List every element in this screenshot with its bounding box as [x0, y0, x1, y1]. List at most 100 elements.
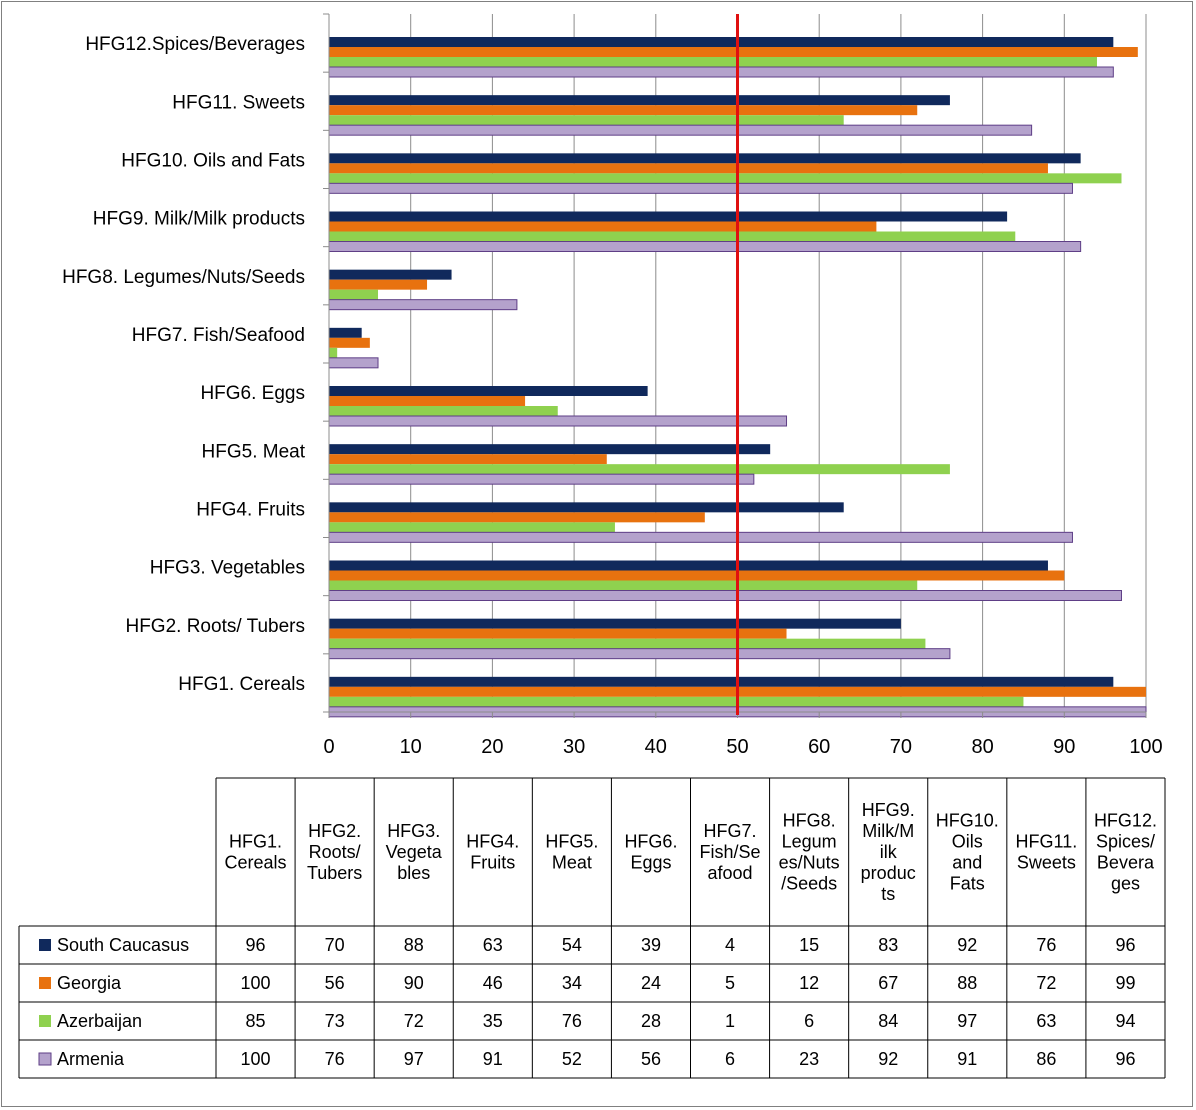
bar-south-caucasus: [329, 560, 1048, 571]
legend-label: Georgia: [57, 973, 122, 993]
table-cell: 15: [799, 935, 819, 955]
legend-label: Azerbaijan: [57, 1011, 142, 1031]
table-cell: 76: [562, 1011, 582, 1031]
bar-armenia: [328, 648, 951, 660]
category-label: HFG7. Fish/Seafood: [132, 325, 305, 346]
bar-azerbaijan: [329, 638, 926, 649]
table-cell: 39: [641, 935, 661, 955]
bar-azerbaijan: [329, 406, 558, 416]
bar-south-caucasus: [329, 327, 362, 338]
bar-south-caucasus: [329, 95, 950, 106]
bar-armenia: [328, 531, 1073, 543]
table-header-text: Fats: [950, 874, 985, 894]
x-tick-label: 40: [645, 736, 667, 758]
table-cell: 90: [404, 973, 424, 993]
table-cell: 70: [325, 935, 345, 955]
bar-georgia: [329, 105, 918, 116]
table-header-text: Vegeta: [386, 842, 443, 862]
table-cell: 88: [957, 973, 977, 993]
bar-armenia: [328, 590, 1122, 601]
category-label: HFG1. Cereals: [178, 674, 305, 695]
legend-swatch: [39, 939, 51, 951]
x-tick-label: 100: [1129, 736, 1162, 758]
bar-south-caucasus: [329, 502, 844, 513]
table-header-text: Roots/: [309, 842, 361, 862]
table-header-text: HFG5.: [545, 832, 598, 852]
table-header-text: afood: [708, 863, 753, 883]
x-tick-label: 80: [971, 736, 993, 758]
x-tick-labels: 0 10 20 30 40 50 60 70 80 90 100: [323, 736, 1162, 758]
table-cell: 63: [1036, 1011, 1056, 1031]
bar-azerbaijan: [329, 696, 1024, 707]
bar-georgia: [329, 163, 1048, 174]
table-header-text: HFG12.: [1094, 811, 1157, 831]
bar-azerbaijan: [329, 231, 1016, 242]
category-labels: HFG1. Cereals HFG2. Roots/ Tubers HFG3. Ve…: [62, 34, 306, 695]
category-label: HFG5. Meat: [202, 441, 306, 462]
table-cell: 76: [1036, 935, 1056, 955]
table-header-text: HFG3.: [387, 821, 440, 841]
legend-swatch: [39, 1015, 51, 1027]
table-header-text: Bevera: [1097, 853, 1155, 873]
bar-armenia: [328, 66, 1114, 78]
table-header-text: es/Nuts: [779, 853, 840, 873]
bar-azerbaijan: [329, 173, 1122, 184]
legend-label: South Caucasus: [57, 935, 189, 955]
table-cell: 67: [878, 973, 898, 993]
bar-georgia: [329, 512, 705, 523]
table-header-text: ilk: [880, 842, 898, 862]
table-header-text: HFG2.: [308, 821, 361, 841]
table-header-text: Spices/: [1096, 832, 1155, 852]
table-header-text: bles: [397, 863, 430, 883]
table-cell: 92: [957, 935, 977, 955]
bar-georgia: [329, 47, 1138, 57]
x-tick-label: 20: [481, 736, 503, 758]
bar-armenia: [328, 473, 755, 485]
table-cell: 6: [804, 1011, 814, 1031]
table-cell: 100: [241, 1049, 271, 1069]
bar-azerbaijan: [329, 115, 844, 126]
category-label: HFG11. Sweets: [172, 92, 305, 113]
table-cell: 73: [325, 1011, 345, 1031]
table-header-text: HFG7.: [704, 821, 757, 841]
table-cell: 63: [483, 935, 503, 955]
bar-south-caucasus: [329, 676, 1114, 687]
table-cell: 34: [562, 973, 582, 993]
bar-armenia: [328, 124, 1033, 136]
bar-armenia: [328, 415, 788, 427]
table-cell: 97: [404, 1049, 424, 1069]
x-tick-label: 60: [808, 736, 830, 758]
table-cell: 91: [957, 1049, 977, 1069]
table-header-text: HFG4.: [466, 832, 519, 852]
bar-georgia: [329, 279, 428, 290]
table-header-text: /Seeds: [781, 874, 837, 894]
category-label: HFG4. Fruits: [196, 499, 305, 520]
table-cell: 88: [404, 935, 424, 955]
bar-georgia: [329, 570, 1065, 581]
table-header-text: Cereals: [225, 853, 287, 873]
table-header-text: HFG9.: [862, 800, 915, 820]
bar-armenia: [328, 299, 518, 311]
x-tick-label: 50: [726, 736, 748, 758]
table-header-text: and: [952, 853, 982, 873]
legend-swatch: [39, 977, 51, 989]
x-tick-label: 0: [323, 736, 334, 758]
table-cell: 72: [404, 1011, 424, 1031]
bar-south-caucasus: [329, 386, 648, 396]
table-cell: 99: [1115, 973, 1135, 993]
table-header-text: Eggs: [630, 853, 671, 873]
bar-south-caucasus: [329, 618, 901, 629]
table-header-text: Fruits: [470, 853, 515, 873]
table-cell: 1: [725, 1011, 735, 1031]
category-label: HFG12.Spices/Beverages: [85, 34, 305, 55]
bar-azerbaijan: [329, 464, 950, 475]
bar-azerbaijan: [329, 580, 918, 591]
table-cell: 76: [325, 1049, 345, 1069]
table-cell: 94: [1115, 1011, 1135, 1031]
table-cell: 46: [483, 973, 503, 993]
bar-south-caucasus: [329, 211, 1008, 222]
table-cell: 5: [725, 973, 735, 993]
table-cell: 85: [246, 1011, 266, 1031]
table-cell: 97: [957, 1011, 977, 1031]
